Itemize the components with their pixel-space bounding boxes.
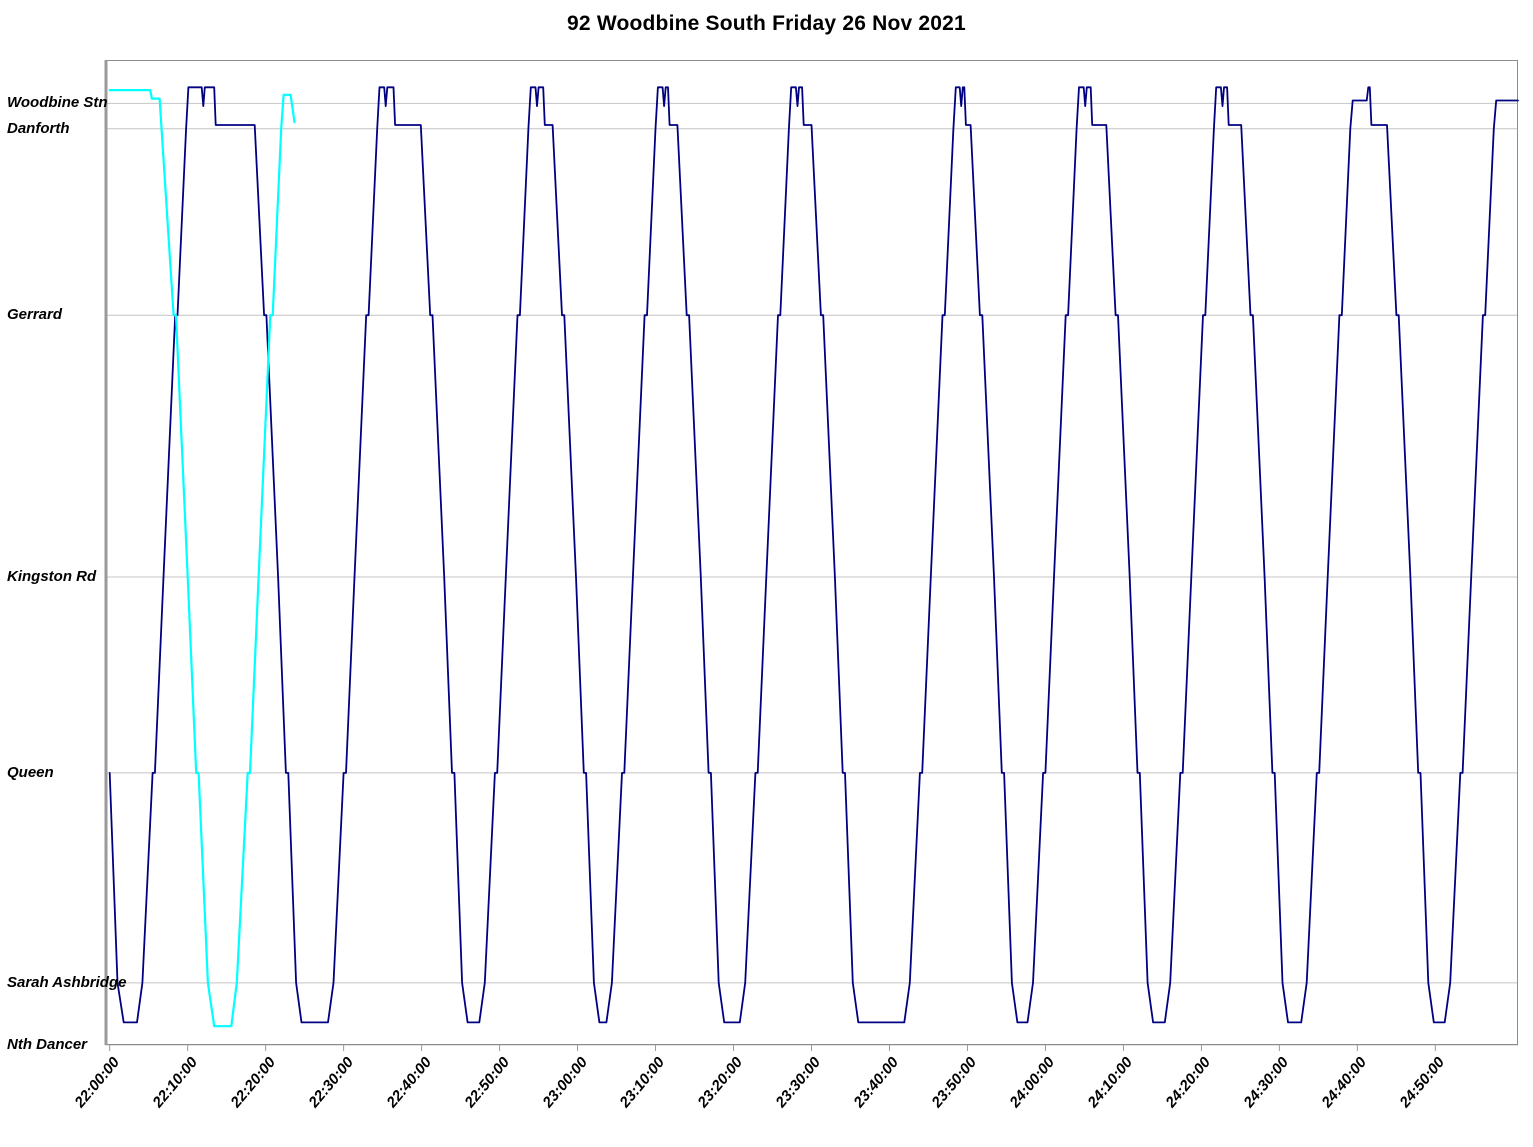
x-axis-label-12: 24:00:00 [1006, 1054, 1059, 1111]
series-selected-run [108, 89, 296, 1028]
y-axis-label-sarah-ashbridge: Sarah Ashbridge [7, 973, 127, 991]
chart-plot-area [104, 60, 1519, 1051]
x-axis-label-4: 22:40:00 [382, 1054, 435, 1111]
x-axis-label-15: 24:30:00 [1240, 1054, 1293, 1111]
x-axis-label-10: 23:40:00 [850, 1054, 903, 1111]
x-axis-label-11: 23:50:00 [928, 1054, 981, 1111]
x-axis-label-0: 22:00:00 [71, 1054, 123, 1111]
x-axis-label-7: 23:10:00 [616, 1054, 669, 1111]
chart-title: 92 Woodbine South Friday 26 Nov 2021 [567, 12, 966, 35]
x-axis-label-2: 22:20:00 [227, 1054, 279, 1111]
x-axis-label-16: 24:40:00 [1318, 1054, 1371, 1111]
x-axis-label-13: 24:10:00 [1084, 1054, 1137, 1111]
x-axis-label-3: 22:30:00 [305, 1054, 357, 1111]
y-axis-label-kingston-rd: Kingston Rd [7, 567, 97, 585]
y-axis-label-queen: Queen [7, 763, 54, 781]
series-all-runs [108, 86, 1519, 1024]
plot-border [105, 60, 1518, 1045]
x-axis-label-8: 23:20:00 [694, 1054, 747, 1111]
x-axis-label-6: 23:00:00 [538, 1054, 591, 1111]
y-axis-label-nth-dancer: Nth Dancer [7, 1036, 88, 1053]
x-axis-label-17: 24:50:00 [1396, 1054, 1449, 1111]
x-axis-label-14: 24:20:00 [1162, 1054, 1215, 1111]
x-axis-label-1: 22:10:00 [149, 1054, 201, 1111]
y-axis-label-danforth: Danforth [7, 119, 70, 137]
y-axis-label-gerrard: Gerrard [7, 306, 63, 324]
plot-svg [104, 60, 1519, 1051]
x-axis-label-5: 22:50:00 [460, 1054, 513, 1111]
x-axis-label-9: 23:30:00 [772, 1054, 825, 1111]
y-axis-label-woodbine-stn: Woodbine Stn [7, 94, 108, 112]
